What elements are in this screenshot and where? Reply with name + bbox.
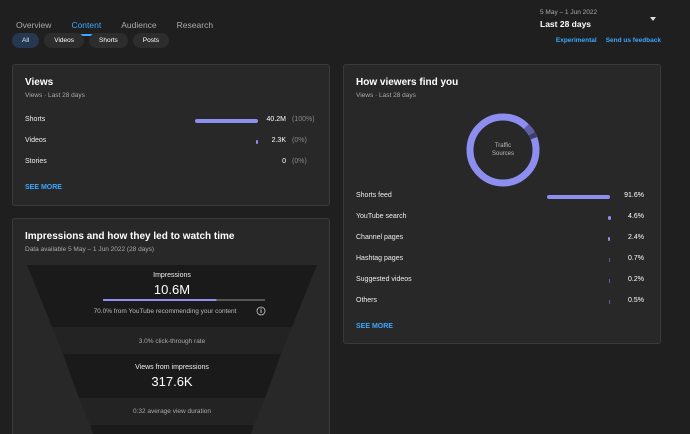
ctr-text: 3.0% click-through rate xyxy=(138,338,206,345)
chip-shorts[interactable]: Shorts xyxy=(89,33,128,48)
views-row-shorts: Shorts 40.2M (100%) xyxy=(25,116,321,128)
dropdown-caret-icon xyxy=(650,17,656,21)
views-card: Views Views · Last 28 days Shorts 40.2M … xyxy=(12,64,330,206)
traffic-subtitle: Views · Last 28 days xyxy=(356,92,416,99)
views-row-stories: Stories 0 (0%) xyxy=(25,158,321,170)
donut-label-line2: Sources xyxy=(491,151,514,157)
views-title: Views xyxy=(25,77,54,88)
tab-bar: Overview Content Audience Research xyxy=(16,0,223,40)
avg-view-duration-text: 0:32 average view duration xyxy=(132,408,212,415)
traffic-row-value: 2.4% xyxy=(628,234,644,241)
tab-research[interactable]: Research xyxy=(176,20,214,30)
info-icon[interactable] xyxy=(256,306,266,316)
impressions-subtitle: Data available 5 May – 1 Jun 2022 (28 da… xyxy=(25,246,154,253)
views-row-label: Videos xyxy=(25,137,47,144)
donut-segment-shorts-feed xyxy=(466,113,540,187)
traffic-row-value: 91.6% xyxy=(624,192,644,199)
views-row-pct: (0%) xyxy=(292,137,307,144)
traffic-row-bar xyxy=(608,216,611,220)
traffic-row-label: Others xyxy=(356,297,378,304)
date-range-selector[interactable]: 5 May – 1 Jun 2022 Last 28 days xyxy=(540,9,662,33)
traffic-row-bar xyxy=(609,279,610,283)
traffic-row-value: 0.7% xyxy=(628,255,644,262)
send-feedback-link[interactable]: Send us feedback xyxy=(605,37,661,44)
traffic-row-bar xyxy=(547,195,611,199)
impressions-bar-fill xyxy=(103,299,217,301)
funnel-stage-next xyxy=(90,425,254,434)
traffic-row: YouTube search 4.6% xyxy=(356,213,650,225)
traffic-row-bar xyxy=(609,300,610,304)
views-row-bar xyxy=(256,140,258,144)
views-from-impressions-label: Views from impressions xyxy=(135,364,209,371)
views-row-label: Stories xyxy=(25,158,47,165)
traffic-row: Hashtag pages 0.7% xyxy=(356,255,650,267)
chip-posts[interactable]: Posts xyxy=(132,33,170,48)
impressions-funnel: Impressions 10.6M 70.0% from YouTube rec… xyxy=(27,265,317,434)
traffic-sources-card: How viewers find you Views · Last 28 day… xyxy=(343,64,661,344)
views-row-pct: (100%) xyxy=(292,116,315,123)
info-icon-stem xyxy=(260,309,262,313)
traffic-row: Suggested videos 0.2% xyxy=(356,276,650,288)
info-icon-dot xyxy=(260,308,262,309)
traffic-row: Channel pages 2.4% xyxy=(356,234,650,246)
impressions-card: Impressions and how they led to watch ti… xyxy=(12,218,330,434)
content-type-chips: All Videos Shorts Posts xyxy=(12,33,170,48)
traffic-row: Shorts feed 91.6% xyxy=(356,192,650,204)
traffic-row-label: Suggested videos xyxy=(356,276,412,283)
views-row-pct: (0%) xyxy=(292,158,307,165)
funnel-stage-impressions xyxy=(27,265,317,327)
donut-center-label: Traffic Sources xyxy=(465,142,541,158)
traffic-row-bar xyxy=(608,237,610,241)
views-row-videos: Videos 2.3K (0%) xyxy=(25,137,321,149)
traffic-row-label: Channel pages xyxy=(356,234,404,241)
header-links: Experimental Send us feedback xyxy=(556,37,661,44)
traffic-row-label: YouTube search xyxy=(356,213,407,220)
donut-label-line1: Traffic xyxy=(494,143,512,149)
experimental-link[interactable]: Experimental xyxy=(555,37,597,44)
top-bar: Overview Content Audience Research 5 May… xyxy=(0,0,690,40)
date-range-text: 5 May – 1 Jun 2022 xyxy=(540,9,598,16)
tab-audience[interactable]: Audience xyxy=(121,20,157,30)
tab-content[interactable]: Content xyxy=(61,0,111,38)
traffic-see-more-link[interactable]: SEE MORE xyxy=(356,323,393,330)
views-row-value: 40.2M xyxy=(266,116,286,123)
funnel-shape-svg xyxy=(27,265,317,434)
funnel-stage-ctr xyxy=(52,327,292,354)
traffic-title: How viewers find you xyxy=(356,77,459,88)
funnel-stage-views xyxy=(63,354,281,398)
views-see-more-link[interactable]: SEE MORE xyxy=(25,184,62,191)
traffic-row-label: Hashtag pages xyxy=(356,255,404,262)
traffic-sources-donut: Traffic Sources xyxy=(465,112,541,188)
impressions-title: Impressions and how they led to watch ti… xyxy=(25,231,235,242)
traffic-row-value: 0.2% xyxy=(628,276,644,283)
chip-all[interactable]: All xyxy=(12,33,40,48)
tab-overview[interactable]: Overview xyxy=(16,20,52,30)
traffic-row-value: 0.5% xyxy=(628,297,644,304)
impressions-label: Impressions xyxy=(153,272,191,279)
impressions-value: 10.6M xyxy=(153,282,191,297)
traffic-row-bar xyxy=(609,258,610,262)
traffic-row-label: Shorts feed xyxy=(356,192,392,199)
views-row-value: 2.3K xyxy=(271,137,286,144)
views-from-impressions-value: 317.6K xyxy=(151,374,193,389)
chip-videos[interactable]: Videos xyxy=(44,33,84,48)
views-row-value: 0 xyxy=(282,158,286,165)
views-row-bar xyxy=(195,119,258,123)
views-subtitle: Views · Last 28 days xyxy=(25,92,85,99)
donut-chart-svg xyxy=(466,113,540,187)
views-row-label: Shorts xyxy=(25,116,46,123)
date-period-text: Last 28 days xyxy=(540,19,592,29)
traffic-row-value: 4.6% xyxy=(628,213,644,220)
impressions-note: 70.0% from YouTube recommending your con… xyxy=(93,308,237,315)
funnel-stage-avd xyxy=(79,398,265,425)
traffic-row: Others 0.5% xyxy=(356,297,650,309)
